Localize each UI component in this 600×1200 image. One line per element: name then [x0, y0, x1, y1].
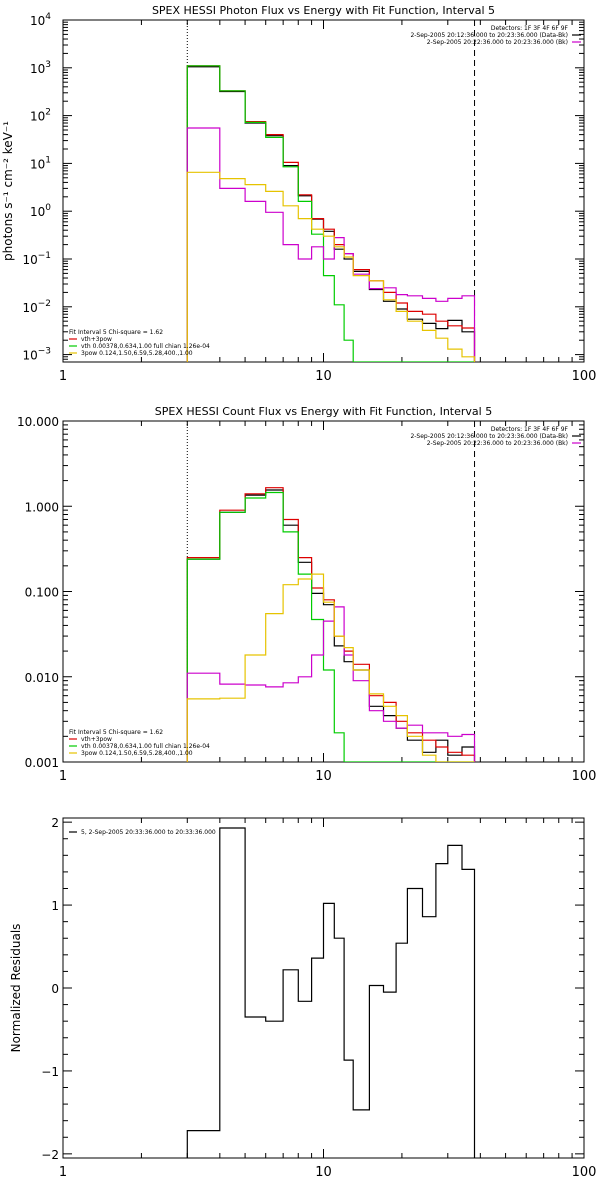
y-tick-label: 100 — [30, 203, 51, 219]
x-tick-label: 10 — [315, 1165, 332, 1180]
plot-frame — [62, 19, 585, 363]
y-tick-label: 101 — [30, 155, 51, 171]
legend-left-text: vth+3pow — [81, 736, 112, 743]
x-tick-label: 100 — [572, 769, 597, 784]
x-tick-label: 10 — [315, 369, 332, 384]
histogram-series-2 — [186, 487, 476, 762]
y-tick-base: 10 — [22, 253, 37, 267]
y-tick-label: 0 — [51, 982, 59, 996]
plot-title: SPEX HESSI Photon Flux vs Energy with Fi… — [152, 4, 495, 17]
y-tick-label: 2 — [51, 816, 59, 830]
x-tick-label: 10 — [315, 769, 332, 784]
y-tick-base: 10 — [30, 205, 45, 219]
y-tick-exponent: 2 — [45, 108, 51, 118]
legend-right-text: 2-Sep-2005 20:12:36.000 to 20:23:36.000 … — [410, 433, 568, 440]
x-tick-label: 100 — [572, 369, 597, 384]
legend-right-text: Detectors: 1F 3F 4F 6F 9F — [491, 25, 569, 32]
legend-right-text: 2-Sep-2005 20:12:36.000 to 20:23:36.000 … — [410, 32, 568, 39]
legend-right-text: 2-Sep-2005 20:22:36.000 to 20:23:36.000 … — [427, 39, 568, 46]
y-tick-base: 10 — [22, 301, 37, 315]
y-tick-label: −1 — [41, 1065, 59, 1079]
histogram-series-5 — [186, 171, 476, 362]
y-tick-base: 10 — [30, 110, 45, 124]
y-tick-label: 0.001 — [25, 756, 59, 770]
x-tick-label: 100 — [572, 1165, 597, 1180]
plot-frame — [62, 817, 585, 1159]
y-tick-base: 10 — [30, 14, 45, 28]
y-tick-label: −2 — [41, 1148, 59, 1162]
y-tick-base: 10 — [30, 157, 45, 171]
legend-left-text: Fit Interval 5 Chi-square = 1.62 — [69, 729, 163, 736]
y-tick-label: 0.100 — [25, 586, 59, 600]
legend-left-text: vth 0.00378,0.634,1.00 full chian 1.26e-… — [81, 743, 210, 750]
y-tick-label: 1.000 — [25, 500, 59, 514]
y-tick-exponent: 3 — [45, 60, 51, 70]
legend-right-text: 2-Sep-2005 20:22:36.000 to 20:23:36.000 … — [427, 440, 568, 447]
y-tick-exponent: −1 — [38, 251, 51, 261]
histogram-series-4 — [186, 606, 476, 762]
y-tick-label: 103 — [30, 60, 51, 76]
histogram-series-4 — [186, 127, 476, 362]
series-group — [186, 487, 476, 762]
y-axis-label: photons s⁻¹ cm⁻² keV⁻¹ — [1, 121, 15, 261]
histogram-series-3 — [186, 491, 475, 762]
y-tick-base: 10 — [22, 349, 37, 363]
x-tick-label: 1 — [59, 369, 67, 384]
legend-left-text: 3pow 0.124,1.50,6.59,5.28,400.,1.00 — [81, 350, 193, 357]
y-tick-exponent: 1 — [45, 155, 51, 165]
y-tick-label: 0.010 — [25, 671, 59, 685]
series-group — [186, 827, 476, 1158]
y-tick-label: 10−3 — [22, 347, 51, 363]
y-tick-label: 102 — [30, 108, 51, 124]
y-tick-label: 10.000 — [17, 415, 59, 429]
histogram-series-3 — [186, 65, 475, 362]
plot-title: SPEX HESSI Count Flux vs Energy with Fit… — [155, 405, 492, 418]
histogram-series-2 — [186, 65, 476, 362]
y-tick-base: 10 — [30, 62, 45, 76]
y-tick-exponent: −3 — [38, 347, 51, 357]
histogram-series-5 — [186, 573, 475, 762]
y-axis-label: Normalized Residuals — [9, 924, 23, 1053]
legend-left-text: vth+3pow — [81, 336, 112, 343]
legend-left-text: vth 0.00378,0.634,1.00 full chian 1.26e-… — [81, 343, 210, 350]
legend-right-text: Detectors: 1F 3F 4F 6F 9F — [491, 426, 569, 433]
x-tick-label: 1 — [59, 769, 67, 784]
legend-left-text: 5, 2-Sep-2005 20:33:36.000 to 20:33:36.0… — [81, 829, 216, 836]
y-tick-exponent: −2 — [38, 299, 51, 309]
plot-panel-1: SPEX HESSI Photon Flux vs Energy with Fi… — [1, 4, 596, 384]
plot-panel-2: SPEX HESSI Count Flux vs Energy with Fit… — [17, 405, 596, 784]
histogram-series-1 — [186, 489, 476, 762]
y-tick-exponent: 4 — [45, 12, 51, 22]
y-tick-exponent: 0 — [45, 203, 51, 213]
y-tick-label: 10−1 — [22, 251, 51, 267]
y-tick-label: 1 — [51, 899, 59, 913]
y-tick-label: 104 — [30, 12, 51, 28]
histogram-series-1 — [186, 66, 476, 362]
histogram-series-1 — [186, 827, 476, 1158]
legend-left-text: Fit Interval 5 Chi-square = 1.62 — [69, 329, 163, 336]
y-tick-label: 10−2 — [22, 299, 51, 315]
x-tick-label: 1 — [59, 1165, 67, 1180]
series-group — [186, 65, 476, 362]
legend-left-text: 3pow 0.124,1.50,6.59,5.28,400.,1.00 — [81, 750, 193, 757]
